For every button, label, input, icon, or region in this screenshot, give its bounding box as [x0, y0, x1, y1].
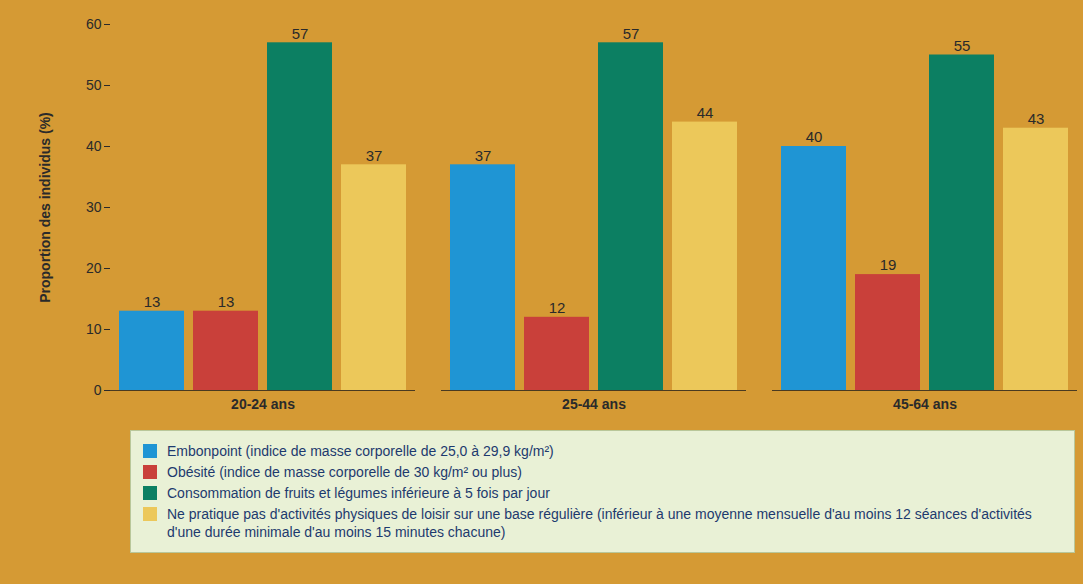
svg-text:10: 10: [86, 321, 102, 337]
svg-text:20: 20: [86, 260, 102, 276]
svg-text:19: 19: [880, 256, 897, 273]
svg-text:50: 50: [86, 77, 102, 93]
svg-text:13: 13: [218, 293, 235, 310]
svg-text:13: 13: [144, 293, 161, 310]
svg-text:60: 60: [86, 16, 102, 32]
svg-text:57: 57: [292, 25, 309, 42]
svg-text:43: 43: [1028, 110, 1045, 127]
svg-text:44: 44: [697, 104, 714, 121]
html-text:Consommation de fruits et légu: Consommation de fruits et légumes inféri…: [167, 485, 550, 501]
html-text:Embonpoint (indice de masse co: Embonpoint (indice de masse corporelle d…: [167, 443, 554, 459]
svg-text:20-24 ans: 20-24 ans: [231, 396, 295, 412]
svg-text:37: 37: [475, 147, 492, 164]
svg-text:Proportion des individus (%): Proportion des individus (%): [37, 112, 53, 303]
svg-text:30: 30: [86, 199, 102, 215]
svg-text:57: 57: [623, 25, 640, 42]
svg-text:37: 37: [366, 147, 383, 164]
svg-text:12: 12: [549, 299, 566, 316]
svg-text:0: 0: [94, 382, 102, 398]
svg-text:55: 55: [954, 37, 971, 54]
svg-text:40: 40: [806, 128, 823, 145]
svg-text:25-44 ans: 25-44 ans: [562, 396, 626, 412]
html-text:Ne pratique pas d'activités ph: Ne pratique pas d'activités physiques de…: [167, 506, 1032, 540]
svg-text:45-64 ans: 45-64 ans: [893, 396, 957, 412]
svg-text:40: 40: [86, 138, 102, 154]
html-text:Obésité (indice de masse corpo: Obésité (indice de masse corporelle de 3…: [167, 464, 522, 480]
